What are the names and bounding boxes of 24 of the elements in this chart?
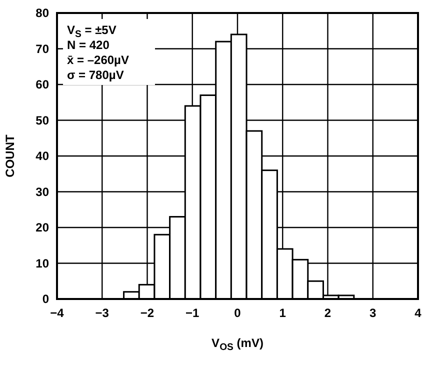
x-tick-label: 2: [324, 306, 332, 320]
x-tick-label: 4: [414, 306, 422, 320]
x-tick-label: −3: [95, 306, 110, 320]
y-axis-title: COUNT: [3, 134, 17, 178]
x-axis-title: V$_{OS}$ (mV): [212, 336, 264, 352]
y-tick-label: 50: [36, 113, 50, 128]
x-tick-label: 1: [279, 306, 286, 320]
y-tick-label: 10: [36, 256, 50, 270]
annotation: σ = 780µV: [67, 68, 124, 82]
y-tick-label: 0: [42, 292, 50, 306]
x-tick-label: −1: [186, 306, 200, 320]
annotation: V$_{S}$ = ±5V: [67, 23, 116, 40]
x-tick-label: 0: [234, 306, 242, 320]
annotation: N = 420: [67, 38, 110, 52]
annotation: x̄ = –260µV: [67, 53, 129, 67]
x-tick-label: −2: [140, 306, 154, 320]
y-tick-label: 70: [36, 42, 50, 56]
x-tick-label: −4: [50, 306, 64, 320]
y-tick-label: 40: [36, 149, 50, 163]
y-tick-label: 80: [36, 6, 50, 20]
y-tick-label: 60: [36, 78, 50, 92]
y-tick-label: 30: [36, 184, 50, 199]
y-tick-label: 20: [36, 220, 50, 234]
x-tick-label: 3: [370, 306, 377, 320]
